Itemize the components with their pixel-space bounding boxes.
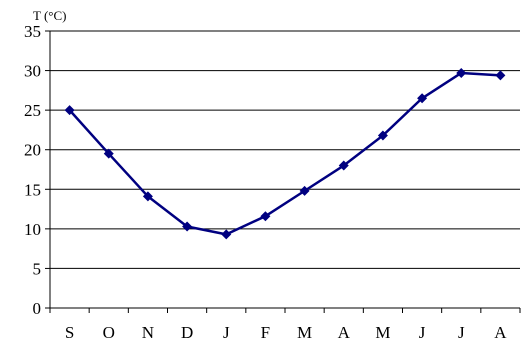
data-point-marker xyxy=(338,160,349,171)
y-axis-title: T (°C) xyxy=(33,8,66,23)
data-point-marker xyxy=(456,67,467,78)
x-tick-label: A xyxy=(338,323,351,342)
x-tick-label: O xyxy=(103,323,115,342)
x-tick-label: M xyxy=(375,323,390,342)
data-point-marker xyxy=(142,191,153,202)
data-point-marker xyxy=(495,70,506,81)
x-tick-label: F xyxy=(261,323,270,342)
series-line xyxy=(68,71,501,236)
x-tick-label: S xyxy=(65,323,74,342)
x-tick-label: M xyxy=(297,323,312,342)
x-tick-label: J xyxy=(223,323,230,342)
data-point-marker xyxy=(260,211,271,222)
y-tick-label: 0 xyxy=(33,299,42,318)
x-tick-label: D xyxy=(181,323,193,342)
x-tick-label: J xyxy=(419,323,426,342)
x-tick-label: J xyxy=(458,323,465,342)
data-point-marker xyxy=(299,185,310,196)
y-tick-label: 20 xyxy=(24,141,41,160)
y-tick-label: 25 xyxy=(24,101,41,120)
x-tick-label: A xyxy=(494,323,507,342)
y-tick-label: 30 xyxy=(24,62,41,81)
y-tick-label: 10 xyxy=(24,220,41,239)
data-point-marker xyxy=(417,93,428,104)
y-tick-label: 15 xyxy=(24,180,41,199)
data-point-marker xyxy=(221,229,232,240)
y-tick-label: 5 xyxy=(33,259,42,278)
data-point-marker xyxy=(377,130,388,141)
data-point-marker xyxy=(64,105,75,116)
data-point-marker xyxy=(103,148,114,159)
labels: T (°C) 0 5 10 15 20 25 30 35 S O N D J F M A M J J A xyxy=(24,8,507,342)
axes xyxy=(45,30,521,313)
series xyxy=(64,67,506,240)
data-point-marker xyxy=(182,221,193,232)
x-tick-label: N xyxy=(142,323,154,342)
y-tick-label: 35 xyxy=(24,22,41,41)
gridlines xyxy=(50,30,520,269)
